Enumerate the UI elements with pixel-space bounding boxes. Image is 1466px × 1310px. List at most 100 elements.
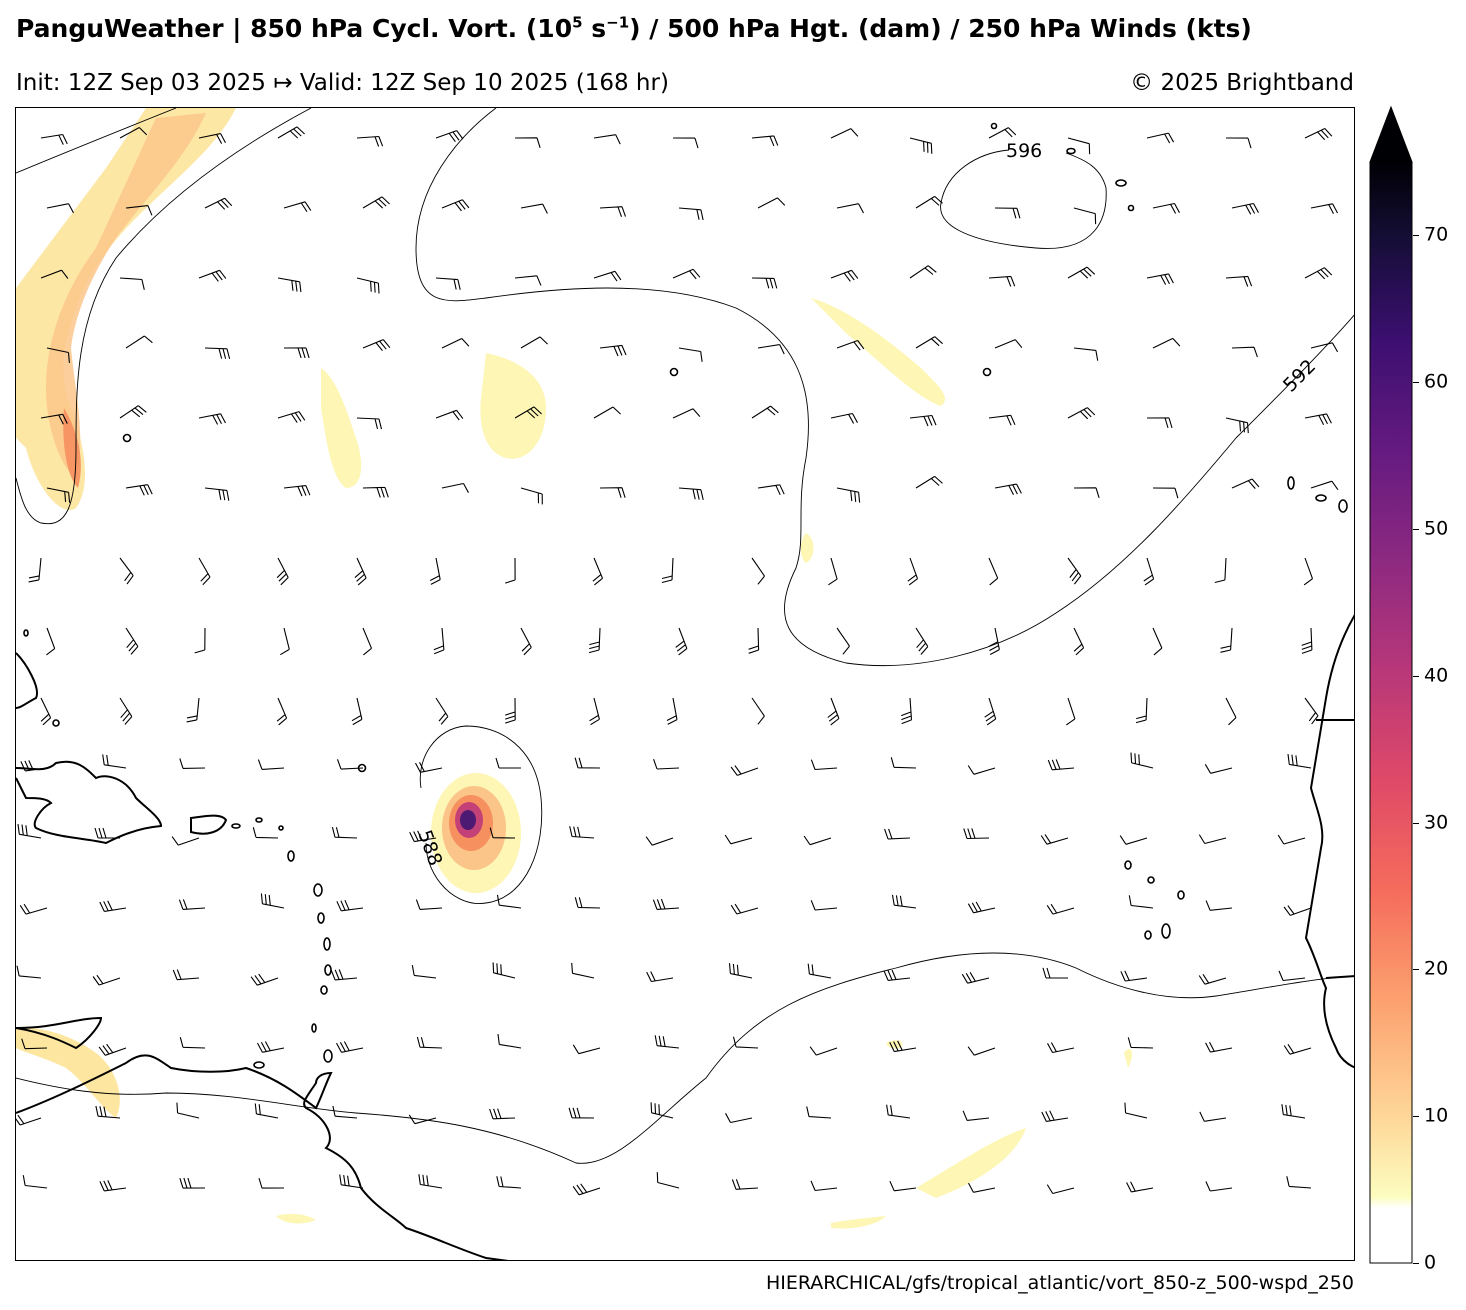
wind-barb (408, 1114, 437, 1125)
map-panel: 596 592 588 (15, 107, 1355, 1261)
wind-barb (409, 830, 437, 843)
wind-barb (1067, 266, 1096, 279)
wind-barb (416, 1036, 443, 1049)
wind-barb (656, 1172, 680, 1189)
colorbar-tick-label: 40 (1424, 664, 1449, 687)
wind-barb (497, 1034, 522, 1049)
wind-barb (1067, 137, 1091, 155)
wind-barb (661, 557, 674, 584)
wind-barb (102, 754, 127, 769)
wind-barb (277, 277, 302, 293)
map-svg: 596 592 588 (16, 108, 1354, 1260)
wind-barb (178, 899, 206, 910)
wind-barb (99, 1180, 127, 1192)
contour-label-592: 592 (1279, 355, 1320, 396)
wind-barb (678, 487, 704, 501)
wind-barb (589, 697, 600, 726)
wind-barb (1041, 1110, 1069, 1122)
wind-barbs (16, 126, 1339, 1196)
wind-barb (1205, 900, 1233, 911)
wind-barb (1278, 970, 1306, 982)
wind-barb (351, 697, 363, 726)
wind-barb (283, 347, 310, 359)
wind-barb (963, 828, 990, 840)
wind-barb (179, 1177, 206, 1189)
wind-barb (810, 759, 838, 771)
wind-barb (119, 697, 133, 725)
wind-barb (988, 414, 1016, 426)
wind-barb (277, 411, 306, 423)
wind-barb (429, 557, 441, 585)
wind-barb (988, 627, 1000, 655)
wind-barb (827, 697, 840, 726)
wind-barb (961, 972, 990, 984)
wind-barb (672, 408, 701, 419)
wind-barb (568, 1107, 595, 1119)
wind-barb (198, 133, 226, 144)
wind-barb (119, 127, 148, 139)
wind-barb (915, 336, 943, 349)
wind-barb (46, 203, 74, 214)
wind-barb (514, 406, 542, 419)
wind-barb (514, 137, 541, 148)
wind-barb (119, 405, 147, 419)
wind-barb (46, 347, 70, 363)
wind-barb (495, 757, 521, 769)
wind-barb (125, 205, 153, 216)
wind-barb (1073, 487, 1100, 498)
wind-barb (803, 835, 832, 846)
wind-barb (1124, 1102, 1148, 1119)
wind-barb (1304, 267, 1333, 280)
wind-barb (1073, 207, 1097, 225)
colorbar-tick-label: 10 (1424, 1104, 1449, 1127)
wind-barb (599, 487, 626, 498)
wind-barb (1304, 697, 1319, 725)
colorbar-gradient (1369, 161, 1413, 1264)
wind-barb (520, 336, 548, 349)
wind-barb (1046, 1184, 1075, 1195)
wind-barb (1146, 273, 1174, 285)
wind-barb (40, 269, 69, 279)
wind-barb (751, 405, 779, 419)
wind-barb (588, 627, 601, 654)
wind-barb (748, 627, 760, 654)
wind-barb (592, 557, 604, 586)
wind-barb (496, 894, 522, 909)
wind-barb (806, 1106, 832, 1119)
vorticity-shading (16, 108, 1133, 1229)
wind-barb (332, 1105, 358, 1119)
wind-barb (198, 557, 211, 586)
wind-barb (92, 974, 121, 986)
wind-barb (988, 127, 1017, 139)
wind-barb (599, 344, 627, 357)
wind-barb (179, 1037, 206, 1049)
wind-barb (1304, 413, 1332, 425)
wind-barb (757, 484, 785, 496)
wind-barb (836, 487, 861, 503)
colorbar-tick-label: 70 (1424, 223, 1449, 246)
wind-barb (1205, 1181, 1233, 1192)
wind-barb (886, 1104, 911, 1119)
wind-barb (909, 137, 933, 154)
wind-barb (678, 207, 704, 221)
wind-barb (1301, 627, 1313, 654)
wind-barb (572, 1044, 601, 1055)
wind-barb (1135, 697, 1148, 724)
wind-barb (909, 265, 937, 279)
wind-barb (276, 557, 289, 586)
wind-barb (1231, 346, 1258, 358)
wind-barb (884, 828, 911, 840)
wind-barb (252, 827, 279, 839)
wind-barb (125, 335, 153, 349)
wind-barb (1220, 627, 1233, 653)
wind-barb (807, 963, 832, 979)
wind-barb (1231, 478, 1260, 489)
wind-barb (258, 1177, 285, 1189)
wind-barb (988, 275, 1016, 287)
colorbar (1369, 105, 1413, 1264)
wind-barb (1073, 627, 1085, 656)
wind-barb (1046, 903, 1075, 915)
wind-barb (257, 759, 285, 770)
wind-barb (119, 557, 134, 585)
wind-barb (650, 1102, 674, 1119)
